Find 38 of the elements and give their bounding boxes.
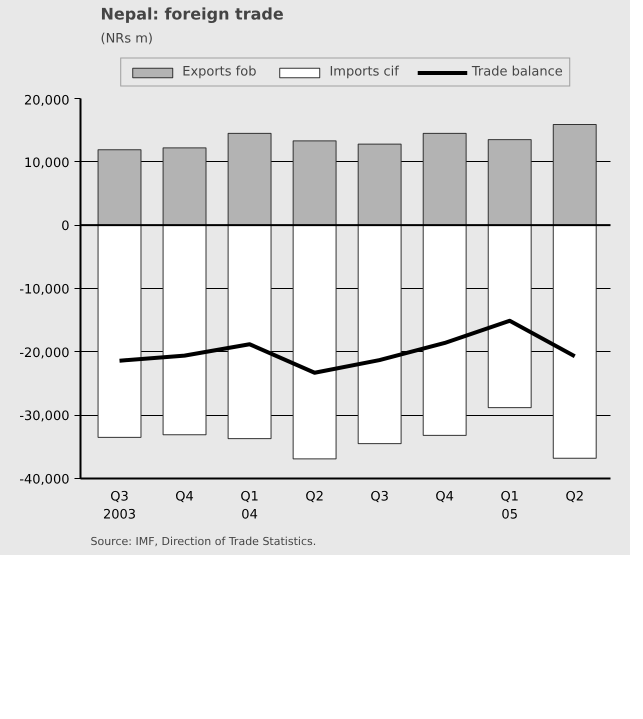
- y-tick-label: 20,000: [24, 94, 70, 108]
- line-series: [118, 318, 577, 375]
- bar: [162, 224, 207, 436]
- x-tick-label: Q3 2003: [102, 490, 136, 522]
- y-tick-label: -10,000: [19, 282, 70, 298]
- bar: [98, 149, 142, 226]
- bar: [488, 224, 532, 408]
- bar: [292, 224, 337, 460]
- x-tick-label: Q2: [305, 490, 324, 504]
- x-tick-label: Q4: [175, 490, 194, 504]
- bar: [98, 224, 142, 438]
- bar: [162, 147, 207, 226]
- y-tick-label: -20,000: [19, 346, 70, 361]
- y-tick-label: 0: [61, 219, 70, 234]
- legend-label: Imports cif: [329, 64, 399, 80]
- bar: [488, 139, 532, 226]
- bar: [552, 224, 597, 459]
- source-note: Source: IMF, Direction of Trade Statistics.: [90, 535, 316, 548]
- bar: [422, 224, 467, 436]
- bar: [552, 124, 597, 226]
- x-tick-label: Q1 05: [500, 490, 519, 522]
- bar: [358, 224, 402, 444]
- bar: [358, 144, 402, 226]
- bar: [228, 224, 272, 440]
- y-tick-label: -30,000: [19, 409, 70, 424]
- bar: [228, 132, 272, 226]
- x-tick-label: Q4: [435, 490, 454, 504]
- bar: [292, 140, 337, 226]
- x-tick-label: Q3: [370, 490, 389, 504]
- chart-subtitle: (NRs m): [100, 32, 153, 46]
- chart-title: Nepal: foreign trade: [100, 4, 284, 24]
- y-tick-label: -40,000: [19, 472, 70, 488]
- x-tick-label: Q2: [565, 490, 584, 504]
- x-tick-label: Q1 04: [240, 490, 259, 522]
- legend-label: Exports fob: [182, 64, 256, 80]
- y-tick-label: 10,000: [24, 156, 70, 171]
- legend-label: Trade balance: [472, 64, 563, 80]
- bar: [422, 132, 467, 226]
